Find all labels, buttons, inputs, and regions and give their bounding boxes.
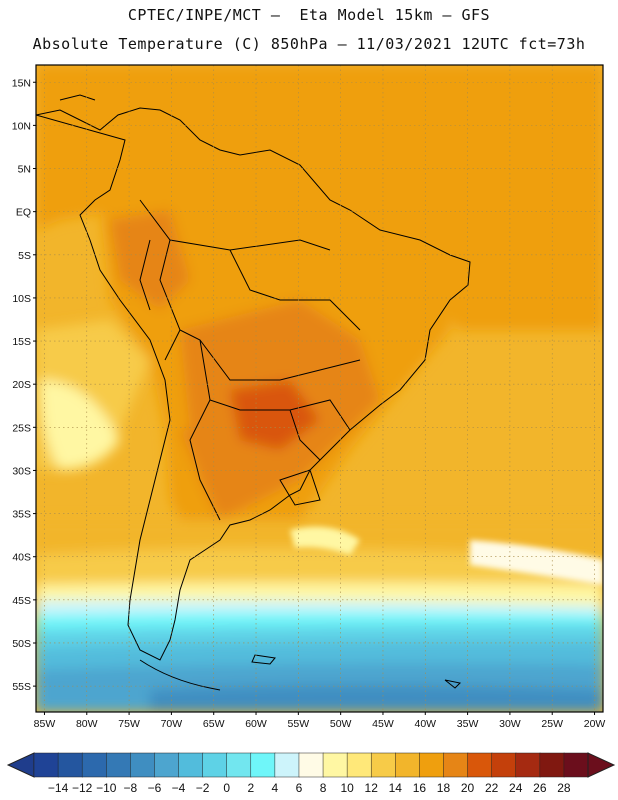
temperature-field [36, 65, 603, 712]
lat-tick-label: 55S [12, 681, 31, 693]
colorbar-swatch [370, 752, 397, 778]
lat-tick-label: EQ [16, 207, 31, 219]
lat-tick-label: 15N [12, 77, 31, 89]
colorbar-label: 16 [413, 781, 427, 795]
colorbar-label: −14 [48, 781, 69, 795]
colorbar-swatch [178, 752, 204, 778]
longitude-axis: 85W 80W 75W 70W 65W 60W 55W 50W 45W 40W 35W 30W 25W 2… [34, 712, 606, 730]
lon-tick-label: 35W [457, 718, 479, 730]
lat-tick-label: 30S [12, 465, 31, 477]
colorbar-swatch [563, 752, 589, 778]
colorbar-label: 4 [272, 781, 279, 795]
map-title-line2: Absolute Temperature (C) 850hPa – 11/03/… [32, 35, 586, 53]
latitude-axis: 15N 10N 5N EQ 5S 10S 15S 20S 25S 30S 35S 40S 45S 50S 5… [12, 77, 36, 693]
lon-tick-label: 20W [584, 718, 606, 730]
colorbar-label: 18 [437, 781, 451, 795]
colorbar-label: 28 [557, 781, 571, 795]
lon-tick-label: 75W [118, 718, 140, 730]
lat-tick-label: 5S [18, 250, 31, 262]
colorbar-label: −6 [148, 781, 162, 795]
lon-tick-label: 60W [245, 718, 267, 730]
colorbar-label: 10 [340, 781, 354, 795]
colorbar-label: −10 [96, 781, 117, 795]
colorbar-swatch [491, 752, 517, 778]
lat-tick-label: 50S [12, 638, 31, 650]
map-title-line1: CPTEC/INPE/MCT – Eta Model 15km – GFS [127, 6, 491, 24]
colorbar-swatch [443, 752, 469, 778]
coastlines [36, 94, 471, 691]
colorbar-swatch [106, 752, 132, 778]
lat-tick-label: 10N [12, 120, 31, 132]
colorbar-label: 26 [533, 781, 547, 795]
lon-tick-label: 65W [203, 718, 225, 730]
colorbar-swatch [298, 752, 324, 778]
colorbar-swatch [322, 752, 348, 778]
lat-tick-label: 5N [18, 164, 31, 176]
colorbar-swatch [250, 752, 276, 778]
colorbar-under-triangle [6, 752, 35, 778]
colorbar-over-triangle [587, 752, 616, 778]
colorbar-swatch [202, 752, 228, 778]
lon-tick-label: 70W [161, 718, 183, 730]
colorbar: −14 −12 −10 −8 −6 −4 −2 0 2 4 6 8 10 12 14 16 18 20 22 24 26… [6, 752, 616, 795]
lat-tick-label: 15S [12, 336, 31, 348]
lon-tick-label: 45W [372, 718, 394, 730]
colorbar-label: 14 [389, 781, 403, 795]
lat-tick-label: 45S [12, 595, 31, 607]
colorbar-swatch [226, 752, 252, 778]
colorbar-swatch [274, 752, 300, 778]
colorbar-label: 12 [365, 781, 379, 795]
colorbar-label: 24 [509, 781, 523, 795]
colorbar-swatch [33, 752, 59, 778]
colorbar-label: 6 [296, 781, 303, 795]
lon-tick-label: 25W [541, 718, 563, 730]
colorbar-label: 20 [461, 781, 475, 795]
lon-tick-label: 55W [288, 718, 310, 730]
colorbar-swatch [419, 752, 445, 778]
colorbar-swatch [154, 752, 180, 778]
colorbar-swatch [467, 752, 493, 778]
colorbar-swatch [81, 752, 108, 778]
colorbar-swatch [539, 752, 565, 778]
lon-tick-label: 30W [499, 718, 521, 730]
lat-tick-label: 25S [12, 422, 31, 434]
colorbar-label: 0 [223, 781, 230, 795]
lon-tick-label: 85W [34, 718, 56, 730]
lon-tick-label: 40W [414, 718, 436, 730]
plot-frame [35, 64, 604, 713]
colorbar-swatch [57, 752, 83, 778]
lat-tick-label: 10S [12, 293, 31, 305]
colorbar-swatch [130, 752, 156, 778]
lat-tick-label: 35S [12, 509, 31, 521]
grid [36, 65, 603, 712]
colorbar-swatch [515, 752, 541, 778]
lon-tick-label: 80W [76, 718, 98, 730]
colorbar-label: −8 [124, 781, 138, 795]
colorbar-label: −2 [196, 781, 210, 795]
colorbar-label: 22 [485, 781, 499, 795]
lon-tick-label: 50W [330, 718, 352, 730]
colorbar-label: 8 [320, 781, 327, 795]
colorbar-label: −12 [72, 781, 93, 795]
colorbar-label: −4 [172, 781, 186, 795]
lat-tick-label: 20S [12, 379, 31, 391]
colorbar-swatch [346, 752, 372, 778]
colorbar-label: 2 [247, 781, 254, 795]
colorbar-swatch [395, 752, 421, 778]
lat-tick-label: 40S [12, 552, 31, 564]
